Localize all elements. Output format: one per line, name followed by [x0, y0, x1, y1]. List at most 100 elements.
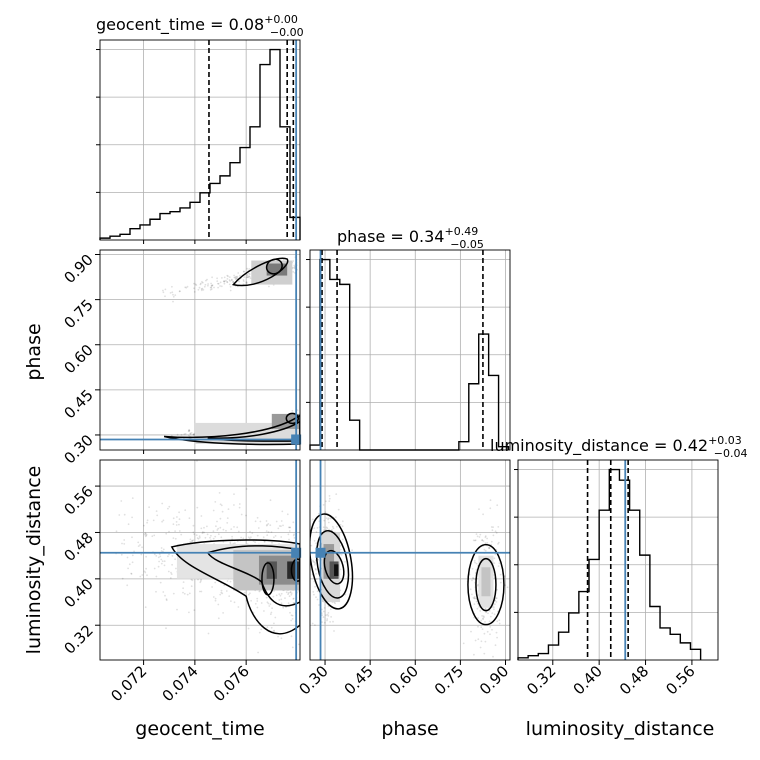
sample-point: [260, 602, 263, 604]
sample-point: [214, 501, 217, 503]
sample-point: [472, 596, 475, 599]
panel-frame: [309, 459, 511, 661]
sample-point: [178, 511, 181, 514]
sample-point: [180, 533, 183, 536]
sample-point: [472, 577, 475, 580]
sample-point: [478, 508, 480, 510]
sample-point: [201, 281, 203, 283]
sample-point: [263, 540, 266, 543]
sample-point: [462, 642, 465, 645]
sample-point: [473, 559, 476, 562]
sample-point: [323, 621, 326, 624]
density-cell: [329, 561, 339, 579]
sample-point: [195, 284, 198, 286]
sample-point: [322, 610, 325, 613]
sample-point: [235, 278, 238, 281]
sample-point: [131, 516, 134, 519]
sample-point: [242, 280, 245, 282]
sample-point: [171, 291, 174, 294]
sample-point: [227, 508, 230, 510]
diagonal-titles: geocent_time = 0.08+0.00 −0.00 phase = 0.…: [96, 13, 748, 460]
sample-point: [325, 526, 328, 529]
sample-point: [167, 507, 169, 510]
sample-point: [249, 592, 251, 595]
sample-point: [290, 619, 293, 622]
sample-point: [189, 433, 192, 435]
sample-point: [203, 531, 206, 534]
density-cell: [323, 544, 335, 579]
sample-point: [228, 276, 231, 278]
sample-point: [214, 599, 217, 602]
sample-point: [180, 433, 183, 436]
sample-point: [316, 590, 319, 593]
sample-point: [210, 286, 213, 289]
sample-point: [193, 291, 196, 293]
sample-point: [313, 561, 316, 564]
sample-point: [164, 594, 166, 597]
sample-point: [145, 533, 148, 536]
sample-point: [190, 432, 193, 434]
sample-point: [246, 274, 249, 277]
sample-point: [256, 606, 259, 609]
sample-point: [214, 535, 217, 538]
x-tick-label-phase: 0.45: [341, 662, 377, 698]
sample-point: [329, 608, 332, 611]
sample-point: [488, 620, 491, 623]
sample-point: [495, 631, 498, 634]
sample-point: [329, 621, 331, 623]
sample-point: [196, 460, 198, 462]
sample-point: [153, 534, 156, 537]
sample-point: [327, 615, 330, 617]
sample-point: [325, 500, 327, 503]
contour-core-left: [261, 562, 275, 596]
sample-point: [197, 578, 199, 581]
sample-point: [472, 539, 475, 542]
sample-point: [237, 530, 240, 533]
sample-point: [226, 522, 229, 524]
sample-point: [226, 281, 229, 283]
sample-point: [270, 611, 273, 614]
sample-point: [172, 517, 175, 520]
sample-point: [247, 593, 250, 596]
sample-point: [182, 581, 185, 583]
sample-point: [170, 571, 172, 574]
sample-point: [120, 553, 123, 556]
sample-point: [212, 537, 215, 540]
sample-point: [188, 611, 190, 614]
sample-point: [221, 277, 223, 279]
sample-point: [491, 612, 494, 614]
sample-point: [131, 497, 134, 499]
sample-point: [290, 593, 293, 596]
sample-point: [199, 590, 201, 593]
sample-point: [288, 530, 291, 532]
sample-point: [254, 520, 257, 523]
sample-point: [214, 581, 217, 584]
sample-point: [344, 593, 347, 596]
sample-point: [494, 644, 497, 647]
sample-point: [188, 429, 191, 432]
sample-point: [162, 291, 165, 294]
sample-point: [174, 530, 177, 532]
sample-point: [263, 610, 265, 612]
sample-point: [167, 570, 170, 573]
sample-point: [280, 592, 283, 595]
sample-point: [217, 617, 220, 620]
sample-point: [474, 639, 477, 642]
sample-point: [289, 591, 292, 594]
sample-point: [188, 428, 191, 431]
sample-point: [216, 277, 219, 280]
sample-point: [324, 511, 327, 514]
sample-point: [226, 274, 229, 277]
sample-point: [266, 626, 269, 628]
panel-frame: [99, 39, 301, 241]
histogram-geocent-time: [99, 48, 301, 240]
sample-point: [192, 531, 195, 534]
sample-point: [287, 526, 290, 529]
y-tick-label-phase: 0.90: [60, 251, 96, 287]
sample-point: [323, 607, 326, 609]
sample-point: [336, 525, 338, 528]
sample-point: [322, 616, 325, 618]
sample-point: [172, 523, 175, 526]
sample-point: [200, 288, 203, 290]
